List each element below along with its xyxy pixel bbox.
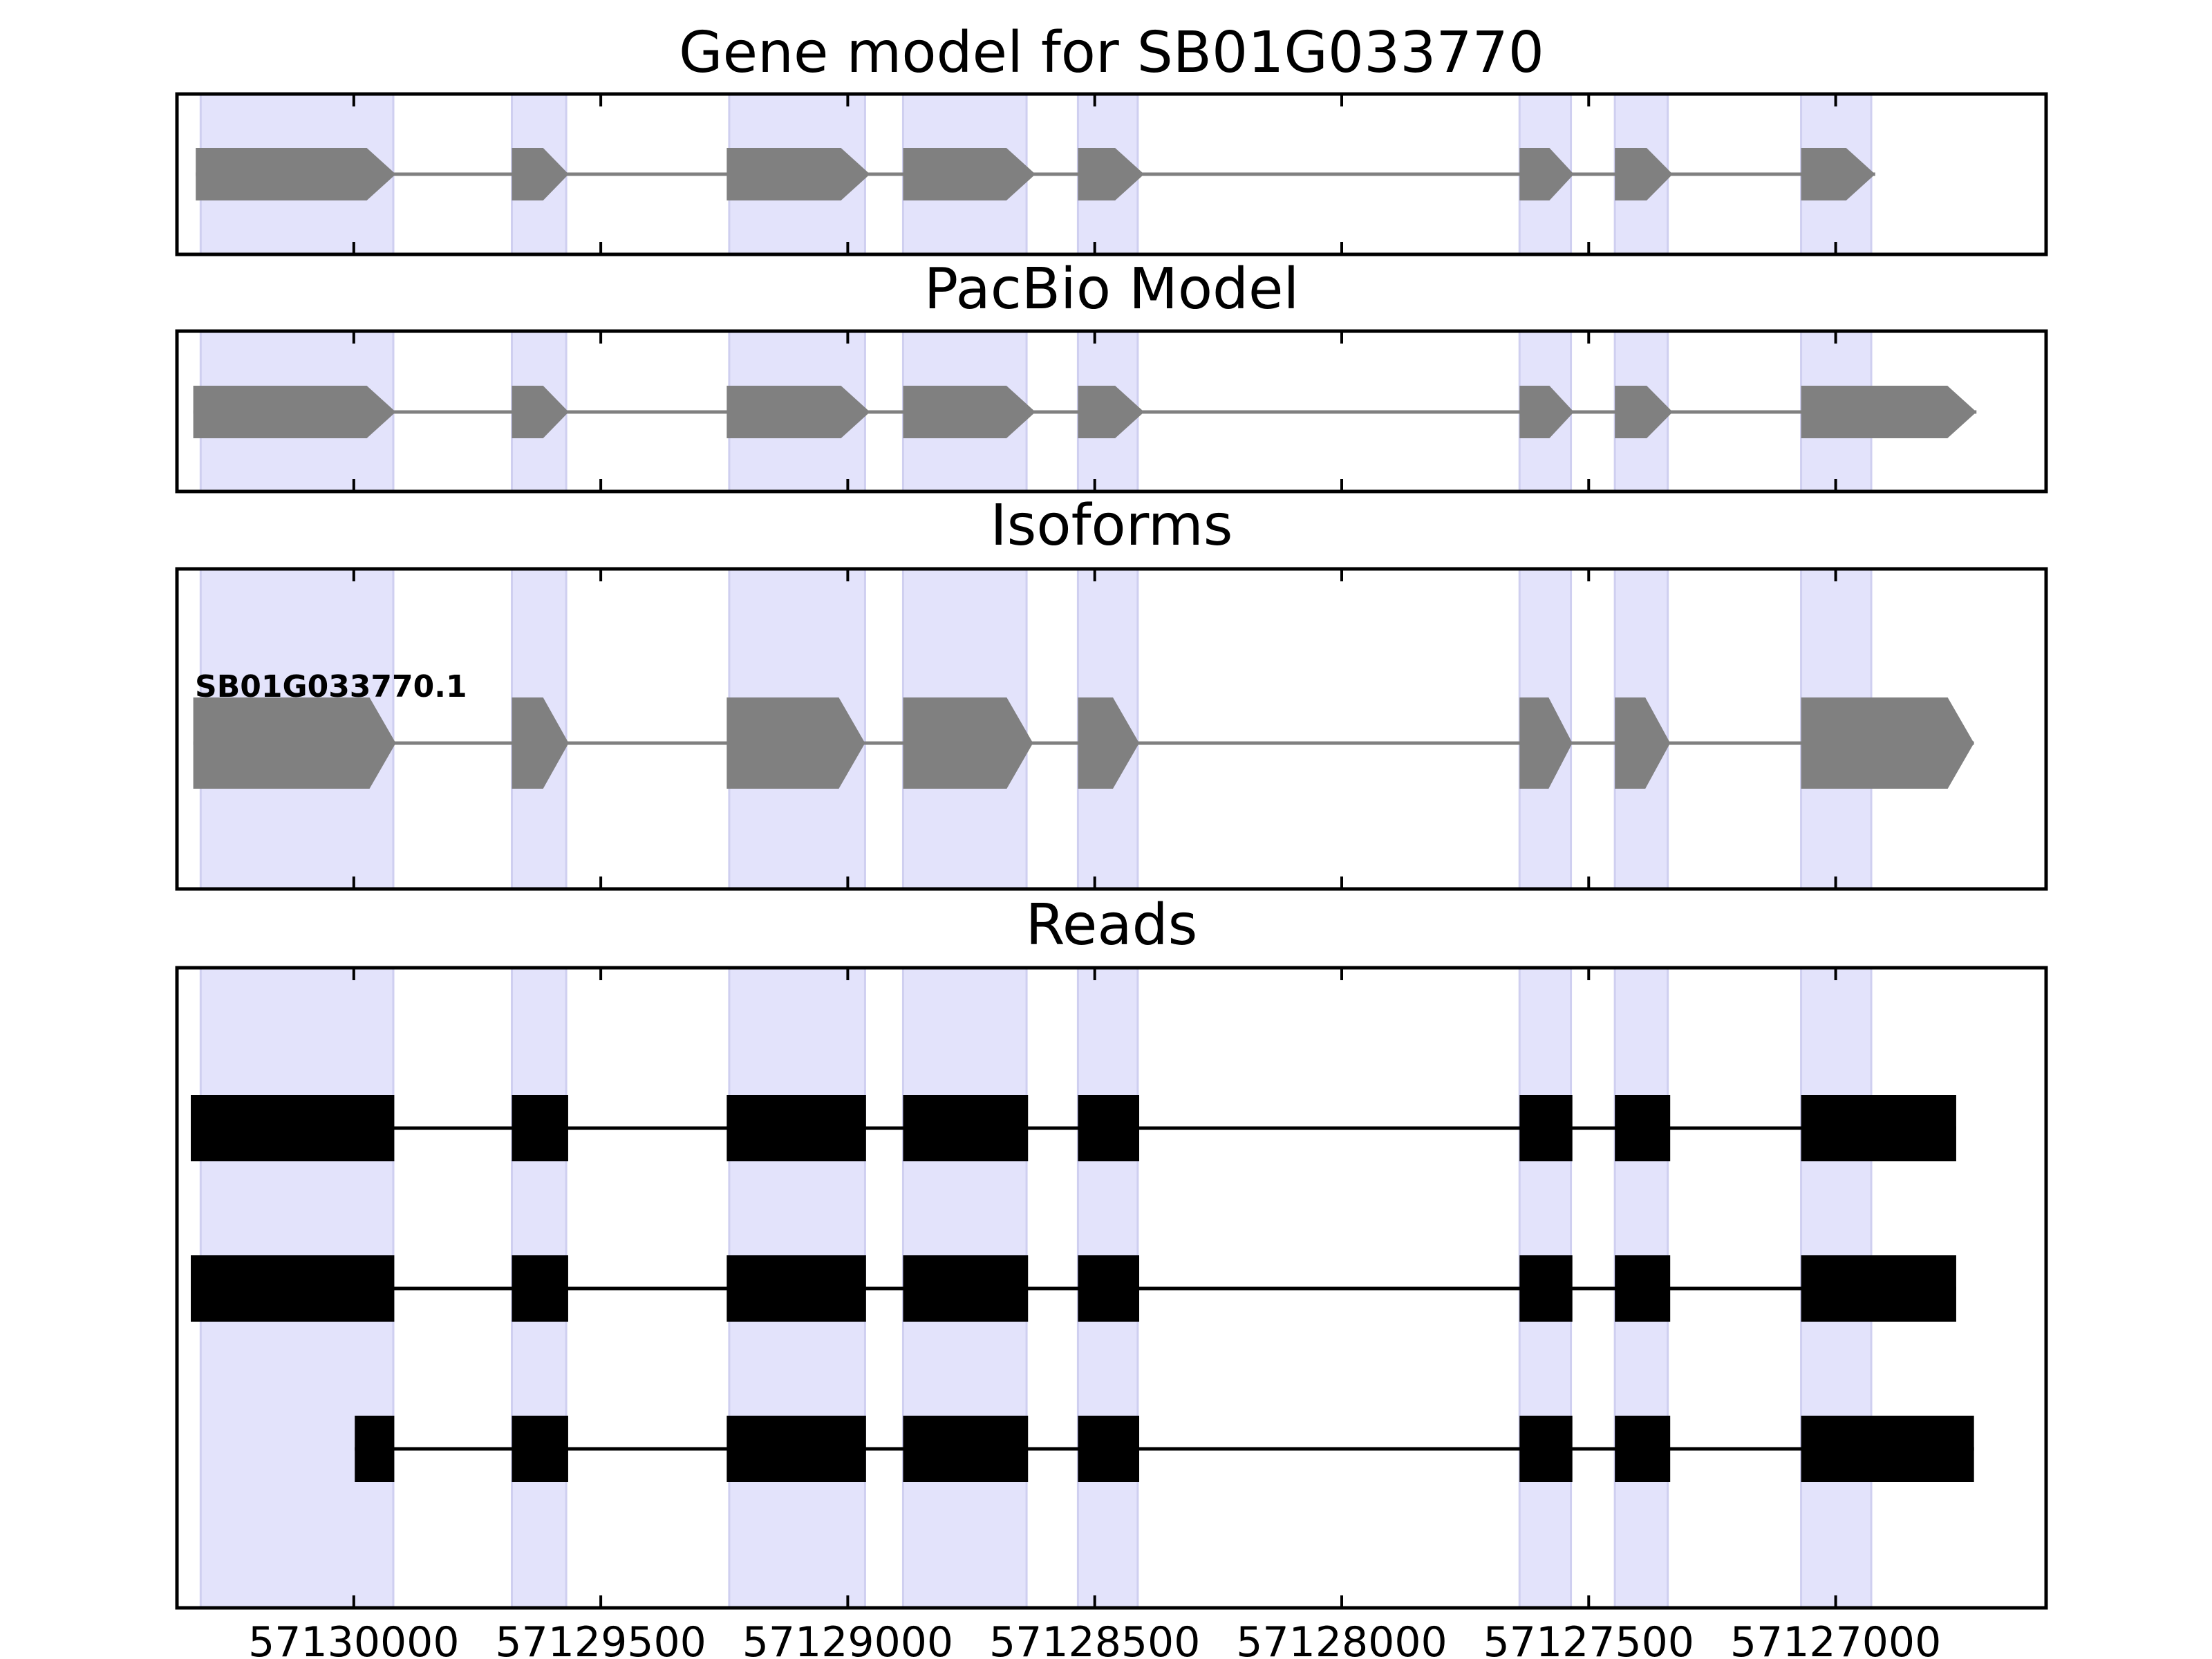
reads-track-3-exon-7 xyxy=(1615,1416,1671,1482)
gene-model-track-1-exon-6 xyxy=(1519,148,1574,200)
axes-frame-gene-model xyxy=(175,92,2048,256)
reads-track-3-exon-4 xyxy=(903,1416,1029,1482)
ticks-pacbio-model xyxy=(352,331,1837,491)
reads-track-2-exon-6 xyxy=(1519,1255,1573,1322)
ticks-gene-model xyxy=(352,94,1837,254)
reads-track-3-exon-2 xyxy=(512,1416,568,1482)
panel-reads: Reads xyxy=(175,892,2048,1610)
pacbio-model-track-1-exon-6 xyxy=(1519,386,1574,438)
panel-gene-model: Gene model for SB01G033770 xyxy=(175,20,2048,256)
axes-frame-reads xyxy=(175,966,2048,1610)
isoforms-track-1-exon-1 xyxy=(193,697,396,789)
panel-title-pacbio-model: PacBio Model xyxy=(924,256,1300,322)
reads-track-1-exon-6 xyxy=(1519,1095,1573,1161)
x-tick-label-1: 57130000 xyxy=(248,1618,459,1659)
reads-track-2-exon-2 xyxy=(512,1255,568,1322)
pacbio-model-track-1-exon-7 xyxy=(1615,386,1673,438)
reads-track-2-exon-8 xyxy=(1801,1255,1956,1322)
x-tick-label-5: 57128000 xyxy=(1236,1618,1447,1659)
isoforms-track-1-exon-3 xyxy=(727,697,865,789)
features-pacbio-model xyxy=(193,386,1977,438)
reads-track-2-exon-7 xyxy=(1615,1255,1671,1322)
x-tick-label-6: 57127500 xyxy=(1483,1618,1694,1659)
pacbio-model-track-1-exon-2 xyxy=(512,386,569,438)
gene-model-track-1-exon-1 xyxy=(196,148,396,200)
x-tick-label-2: 57129500 xyxy=(495,1618,706,1659)
panel-title-isoforms: Isoforms xyxy=(991,493,1233,559)
reads-track-3-exon-6 xyxy=(1519,1416,1573,1482)
x-tick-labels: 57130000 57129500 57129000 57128500 57128000… xyxy=(248,1618,1941,1659)
reads-track-1-exon-4 xyxy=(903,1095,1029,1161)
reads-track-3-exon-8 xyxy=(1801,1416,1974,1482)
x-tick-label-4: 57128500 xyxy=(989,1618,1200,1659)
pacbio-model-track-1-exon-3 xyxy=(727,386,870,438)
gene-model-track-1-exon-7 xyxy=(1615,148,1673,200)
features-gene-model xyxy=(196,148,1875,200)
pacbio-model-track-1-exon-4 xyxy=(903,386,1035,438)
gene-model-track-1-exon-8 xyxy=(1801,148,1875,200)
isoforms-track-1-exon-8 xyxy=(1801,697,1974,789)
isoforms-track-1-exon-5 xyxy=(1078,697,1140,789)
reads-track-1-exon-3 xyxy=(727,1095,866,1161)
axes-frame-pacbio-model xyxy=(175,329,2048,494)
pacbio-model-track-1-exon-1 xyxy=(193,386,396,438)
panel-isoforms: Isoforms SB01G033770.1 xyxy=(175,493,2048,891)
reads-track-2-exon-4 xyxy=(903,1255,1029,1322)
isoforms-track-1-exon-2 xyxy=(512,697,569,789)
ticks-isoforms xyxy=(352,569,1837,889)
features-isoforms xyxy=(193,697,1974,789)
gene-model-track-1-exon-3 xyxy=(727,148,870,200)
isoform-label: SB01G033770.1 xyxy=(195,669,467,704)
panel-title-reads: Reads xyxy=(1026,892,1198,958)
reads-track-2-exon-5 xyxy=(1078,1255,1140,1322)
isoforms-track-1-exon-4 xyxy=(903,697,1033,789)
reads-track-1-exon-8 xyxy=(1801,1095,1956,1161)
isoforms-track-1-exon-7 xyxy=(1615,697,1671,789)
panel-title-gene-model: Gene model for SB01G033770 xyxy=(679,20,1544,86)
isoforms-track-1-exon-6 xyxy=(1519,697,1573,789)
x-tick-label-3: 57129000 xyxy=(742,1618,953,1659)
reads-track-1-exon-7 xyxy=(1615,1095,1671,1161)
gene-model-track-1-exon-5 xyxy=(1078,148,1145,200)
reads-track-2-exon-3 xyxy=(727,1255,866,1322)
gene-model-track-1-exon-4 xyxy=(903,148,1035,200)
reads-track-2-exon-1 xyxy=(191,1255,395,1322)
reads-track-3-exon-5 xyxy=(1078,1416,1140,1482)
axes-frame-isoforms xyxy=(175,567,2048,891)
pacbio-model-track-1-exon-5 xyxy=(1078,386,1145,438)
gene-model-track-1-exon-2 xyxy=(512,148,569,200)
x-tick-label-7: 57127000 xyxy=(1730,1618,1941,1659)
panel-pacbio-model: PacBio Model xyxy=(175,256,2048,494)
reads-track-3-exon-3 xyxy=(727,1416,866,1482)
pacbio-model-track-1-exon-8 xyxy=(1801,386,1977,438)
reads-track-1-exon-5 xyxy=(1078,1095,1140,1161)
reads-track-3-exon-1 xyxy=(355,1416,395,1482)
reads-track-1-exon-2 xyxy=(512,1095,568,1161)
reads-track-1-exon-1 xyxy=(191,1095,395,1161)
ticks-reads xyxy=(352,968,1837,1608)
features-reads xyxy=(191,1095,1974,1482)
